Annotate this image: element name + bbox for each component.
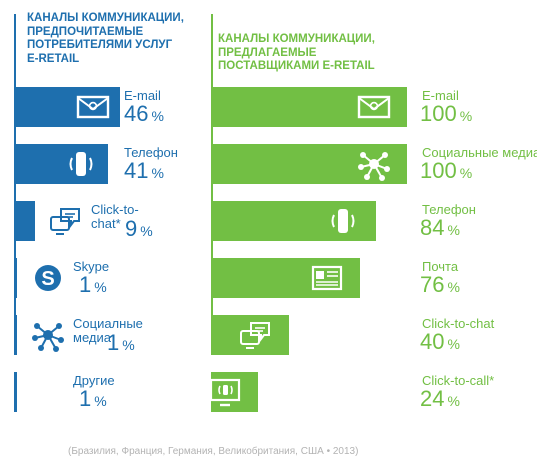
item-value-unit: % [447, 222, 460, 238]
chart-title-line: ПОСТАВЩИКАМИ E-RETAIL [218, 60, 375, 72]
item-value-unit: % [447, 393, 460, 409]
bar-1-0 [211, 87, 407, 127]
source-footnote: (Бразилия, Франция, Германия, Великобрит… [68, 446, 359, 457]
item-value-unit: % [140, 223, 153, 239]
item-label-line: Click-to-chat [422, 316, 495, 331]
item-label-line: Почта [422, 259, 459, 274]
item-value: 1% [79, 388, 107, 412]
left-panel-divider [14, 14, 16, 354]
item-label-line: медиа [73, 330, 111, 345]
chart-title-line: E-RETAIL [27, 52, 80, 65]
bar-1-3 [211, 258, 360, 298]
item-value-number: 84 [420, 215, 445, 240]
item-value-unit: % [94, 279, 107, 295]
bar-0-5 [14, 372, 17, 412]
item-value: 100% [420, 160, 472, 184]
svg-text:S: S [41, 268, 54, 290]
chart-title-line: КАНАЛЫ КОММУНИКАЦИИ, [27, 12, 184, 24]
chart-title-line: КАНАЛЫ КОММУНИКАЦИИ, [218, 33, 375, 45]
item-value-unit: % [447, 336, 460, 352]
left-chart-title: КАНАЛЫ КОММУНИКАЦИИ, ПРЕДПОЧИТАЕМЫЕ ПОТРЕБ… [27, 12, 184, 66]
item-label: Телефон [124, 146, 178, 160]
item-label-line: Click-to-call* [422, 373, 495, 388]
item-value-number: 1 [107, 330, 120, 355]
item-value-number: 100 [420, 158, 457, 183]
item-value: 1% [107, 332, 135, 356]
item-value-unit: % [122, 337, 135, 353]
chart-title-line: ПРЕДПОЧИТАЕМЫЕ [27, 25, 144, 38]
chart-title-line: ПРЕДЛАГАЕМЫЕ [218, 46, 317, 59]
skype-icon: S [31, 263, 65, 293]
item-label: E-mail [124, 89, 161, 103]
item-value: 76% [420, 274, 460, 298]
bar-0-3 [14, 258, 17, 298]
item-value-unit: % [447, 279, 460, 295]
bar-0-4 [14, 315, 17, 355]
right-chart-title: КАНАЛЫ КОММУНИКАЦИИ, ПРЕДЛАГАЕМЫЕ ПОСТАВЩИ… [218, 33, 375, 74]
item-value-number: 46 [124, 101, 149, 126]
item-value: 46% [124, 103, 164, 127]
item-label-line: Телефон [124, 145, 178, 160]
social-network-icon [357, 149, 391, 181]
item-label-line: Социальные медиа [422, 145, 537, 160]
item-value: 24% [420, 388, 460, 412]
item-label-line: chat* [91, 216, 121, 231]
bar-0-0 [14, 87, 120, 127]
item-label: Click-to-call* [422, 374, 494, 388]
item-label: Skype [73, 260, 109, 274]
item-value-number: 24 [420, 386, 445, 411]
item-value: 84% [420, 217, 460, 241]
chat-icon [239, 320, 273, 350]
item-value: 41% [124, 160, 164, 184]
item-value-unit: % [94, 393, 107, 409]
item-value-unit: % [151, 165, 164, 181]
item-value-number: 1 [79, 272, 92, 297]
item-label: Социальные медиа [422, 146, 537, 160]
item-value-number: 76 [420, 272, 445, 297]
item-value-unit: % [151, 108, 164, 124]
item-label-line: Другие [73, 373, 115, 388]
envelope-icon [357, 92, 391, 122]
item-label-line: Click-to- [91, 202, 139, 217]
item-value: 100% [420, 103, 472, 127]
social-network-icon [31, 320, 65, 352]
mail-icon [310, 263, 344, 293]
item-value-number: 9 [125, 216, 138, 241]
phone-icon [326, 206, 360, 236]
item-label: Click-to-chat [422, 317, 494, 331]
envelope-icon [76, 92, 110, 122]
bar-0-2 [14, 201, 35, 241]
item-label-line: Телефон [422, 202, 476, 217]
item-value: 9% [125, 218, 153, 242]
item-label-line: E-mail [124, 88, 161, 103]
phone-icon [64, 149, 98, 179]
item-value-unit: % [459, 108, 473, 124]
item-label-line: Skype [73, 259, 110, 274]
item-label: Click-to-chat* [91, 203, 139, 231]
item-value-number: 100 [420, 101, 457, 126]
item-label: Другие [73, 374, 115, 388]
chat-icon [49, 206, 83, 236]
item-label: Почта [422, 260, 458, 274]
item-label-line: Социалные [73, 316, 143, 331]
item-label: Социалные медиа [73, 317, 143, 345]
item-value: 1% [79, 274, 107, 298]
item-value-unit: % [459, 165, 473, 181]
item-label: Телефон [422, 203, 476, 217]
bar-1-2 [211, 201, 376, 241]
item-value-number: 41 [124, 158, 149, 183]
chart-title-line: ПОТРЕБИТЕЛЯМИ УСЛУГ [27, 39, 173, 51]
item-label-line: E-mail [422, 88, 459, 103]
item-label: E-mail [422, 89, 459, 103]
item-value: 40% [420, 331, 460, 355]
click-to-call-icon [208, 377, 242, 407]
item-value-number: 40 [420, 329, 445, 354]
item-value-number: 1 [79, 386, 92, 411]
